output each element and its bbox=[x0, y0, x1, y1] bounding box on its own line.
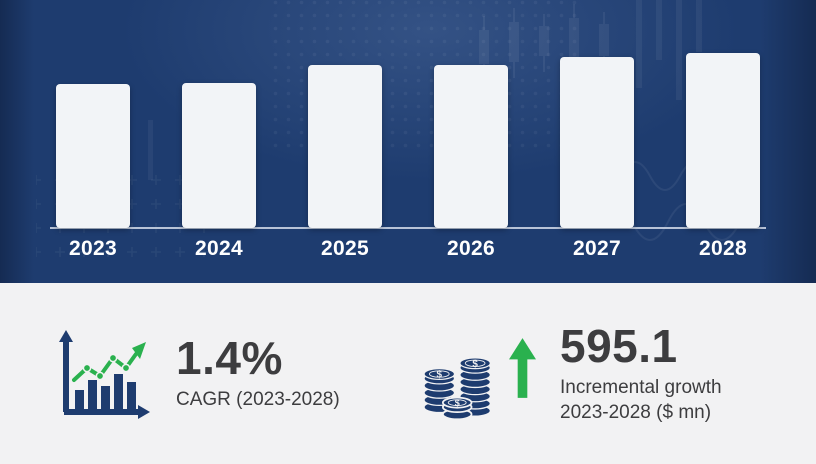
incremental-label: Incremental growth 2023-2028 ($ mn) bbox=[560, 376, 722, 425]
incremental-text-block: 595.1 Incremental growth 2023-2028 ($ mn… bbox=[560, 319, 722, 426]
growth-up-arrow-icon bbox=[509, 337, 536, 398]
bar-chart-trend-icon bbox=[59, 329, 150, 419]
year-label-2024: 2024 bbox=[195, 237, 243, 260]
svg-text:$: $ bbox=[437, 369, 443, 380]
coins-and-arrow-group: $ $ bbox=[416, 326, 536, 422]
svg-text:$: $ bbox=[472, 358, 478, 369]
chart-bar-2028 bbox=[686, 53, 760, 228]
chart-bar-2023 bbox=[56, 84, 130, 228]
chart-bar-2024 bbox=[182, 83, 256, 228]
stat-incremental-growth: $ $ bbox=[408, 283, 816, 464]
stats-section: 1.4% CAGR (2023-2028) $ bbox=[0, 283, 816, 464]
chart-bar-2025 bbox=[308, 65, 382, 228]
bar-column-2027: 2027 bbox=[560, 0, 634, 283]
incremental-value: 595.1 bbox=[560, 319, 678, 372]
year-label-2027: 2027 bbox=[573, 237, 621, 260]
candlestick-decoration bbox=[479, 4, 609, 80]
svg-text:$: $ bbox=[455, 398, 460, 408]
bar-column-2028: 2028 bbox=[686, 0, 760, 283]
bar-column-2023: 2023 bbox=[56, 0, 130, 283]
chart-baseline bbox=[50, 227, 766, 229]
chart-section: 2023 2024 2025 2026 2027 2028 bbox=[0, 0, 816, 283]
chart-bar-2026 bbox=[434, 65, 508, 228]
chart-bar-2027 bbox=[560, 57, 634, 228]
coin-stacks-icon: $ $ bbox=[423, 356, 491, 420]
incremental-label-line2: 2023-2028 ($ mn) bbox=[560, 401, 712, 423]
cagr-value: 1.4% bbox=[176, 332, 283, 384]
bars-row: 2023 2024 2025 2026 2027 2028 bbox=[56, 0, 760, 283]
year-label-2028: 2028 bbox=[699, 237, 747, 260]
bar-column-2024: 2024 bbox=[182, 0, 256, 283]
year-label-2026: 2026 bbox=[447, 237, 495, 260]
year-label-2023: 2023 bbox=[69, 237, 117, 260]
stat-cagr: 1.4% CAGR (2023-2028) bbox=[0, 283, 408, 464]
bar-column-2025: 2025 bbox=[308, 0, 382, 283]
cagr-label: CAGR (2023-2028) bbox=[176, 389, 340, 411]
incremental-label-line1: Incremental growth bbox=[560, 376, 722, 398]
cagr-text-block: 1.4% CAGR (2023-2028) bbox=[176, 334, 340, 413]
bar-column-2026: 2026 bbox=[434, 0, 508, 283]
year-label-2025: 2025 bbox=[321, 237, 369, 260]
